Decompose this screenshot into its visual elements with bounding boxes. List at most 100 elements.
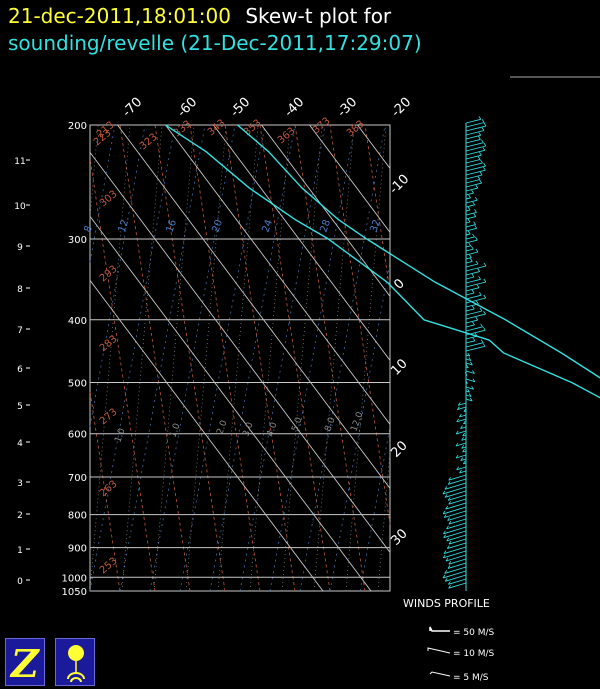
wind-barb-flag — [472, 201, 476, 206]
wind-barb-flag — [448, 520, 452, 525]
wind-barb — [465, 292, 475, 296]
height-km-label: 10 — [14, 202, 26, 212]
wind-barb — [447, 562, 467, 569]
wind-barb — [444, 482, 467, 490]
top-temp-label: -40 — [282, 95, 308, 121]
pressure-label: 200 — [68, 121, 87, 132]
wind-barb — [465, 386, 474, 390]
wind-barb-flag — [448, 500, 452, 505]
pressure-label: 700 — [68, 473, 87, 484]
wind-barb — [465, 245, 471, 248]
wind-barb — [465, 209, 471, 212]
title-line-1: 21-dec-2011,18:01:00 Skew-t plot for — [8, 4, 391, 28]
plot-frame — [89, 124, 391, 592]
moist-adiabat — [153, 124, 195, 592]
wind-barb — [465, 276, 475, 280]
wind-barb-flag — [471, 273, 475, 278]
top-temp-label: -20 — [389, 95, 415, 121]
wind-barb-flag — [472, 233, 475, 238]
right-temp-label: 10 — [388, 356, 410, 378]
moist-adiabat — [217, 124, 259, 592]
wind-barb — [465, 211, 477, 216]
isotherm — [89, 152, 391, 553]
isotherm — [357, 124, 391, 169]
wind-barb-flag — [468, 194, 471, 199]
wind-barb-flag — [482, 326, 486, 331]
wind-barb-flag — [459, 413, 462, 418]
wind-barb — [465, 354, 470, 357]
moist-adiabat-label: 5.0 — [290, 416, 304, 433]
wind-barb-flag — [482, 147, 486, 151]
wind-barb-flag — [467, 218, 471, 223]
wind-barb — [465, 216, 476, 220]
wind-barb-flag — [483, 122, 487, 127]
wind-barb — [465, 182, 482, 188]
winds-legend: = 50 M/S = 10 M/S = 5 M/S — [427, 626, 495, 683]
wind-barb — [455, 442, 467, 447]
top-temp-label: -70 — [120, 95, 146, 121]
timestamp-title: 21-dec-2011,18:01:00 — [8, 4, 231, 28]
wind-barb — [443, 550, 467, 559]
dry-adiabat-label: 283 — [98, 334, 120, 355]
winds-profile — [442, 116, 487, 591]
wind-barb-flag — [467, 230, 471, 235]
wind-barb — [448, 498, 467, 505]
wind-barb — [448, 558, 467, 565]
moist-adiabat — [249, 124, 291, 592]
wind-barb-flag — [471, 305, 475, 310]
wind-barb — [442, 506, 467, 515]
mixing-ratio-label: 16 — [164, 218, 179, 234]
wind-barb — [465, 239, 478, 244]
wind-barb — [465, 308, 475, 312]
wind-barb-flag — [457, 406, 460, 410]
wind-barb — [444, 574, 467, 582]
wind-barb — [465, 125, 487, 132]
wind-barb-flag — [464, 372, 468, 376]
zebra-z-logo-icon[interactable]: Z — [5, 638, 45, 686]
right-temp-label: 0 — [391, 276, 407, 292]
wind-barb — [447, 542, 467, 550]
pressure-label: 1050 — [62, 587, 87, 598]
wind-barb-flag — [465, 380, 468, 384]
wind-barb — [465, 362, 473, 366]
wind-barb-flag — [478, 276, 481, 280]
wind-barb — [465, 398, 473, 402]
pressure-label: 400 — [68, 316, 87, 327]
wind-barb — [442, 486, 467, 495]
wind-barb — [465, 310, 483, 316]
wind-barb — [455, 454, 467, 459]
wind-barb — [456, 466, 467, 471]
mixing-ratio-line — [209, 124, 296, 592]
dry-adiabat — [119, 124, 191, 592]
legend-50ms-glyph — [429, 626, 450, 632]
wind-barb-flag — [444, 486, 448, 490]
wind-barb-flag — [444, 570, 448, 574]
radiosonde-balloon-icon[interactable] — [55, 638, 95, 686]
right-temp-label: 20 — [388, 438, 410, 460]
wind-barb-flag — [442, 554, 446, 559]
moist-adiabat — [313, 124, 355, 592]
wind-barb-flag — [445, 557, 449, 562]
wind-barb-flag — [483, 294, 487, 299]
legend-5ms-glyph — [429, 671, 451, 677]
wind-barb-flag — [456, 418, 460, 423]
wind-barb-flag — [474, 196, 478, 201]
legend-5ms-label: = 5 M/S — [453, 673, 489, 683]
wind-barb-flag — [444, 494, 448, 498]
wind-barb-flag — [461, 437, 464, 441]
isotherm — [89, 216, 372, 592]
wind-barb — [460, 458, 467, 462]
wind-barb-flag — [463, 420, 466, 425]
wind-barb — [448, 582, 467, 589]
wind-barb-flag — [443, 530, 446, 535]
wind-barb-flag — [480, 339, 484, 343]
wind-barb-flag — [478, 116, 482, 120]
wind-barb-flag — [475, 236, 478, 241]
wind-barb-flag — [442, 574, 446, 579]
dewpoint-profile — [165, 124, 600, 399]
wind-barb-flag — [448, 584, 451, 589]
wind-barb-flag — [446, 545, 450, 549]
wind-barb — [465, 313, 486, 320]
right-temp-label: -10 — [387, 172, 413, 198]
wind-barb-flag — [457, 402, 461, 406]
